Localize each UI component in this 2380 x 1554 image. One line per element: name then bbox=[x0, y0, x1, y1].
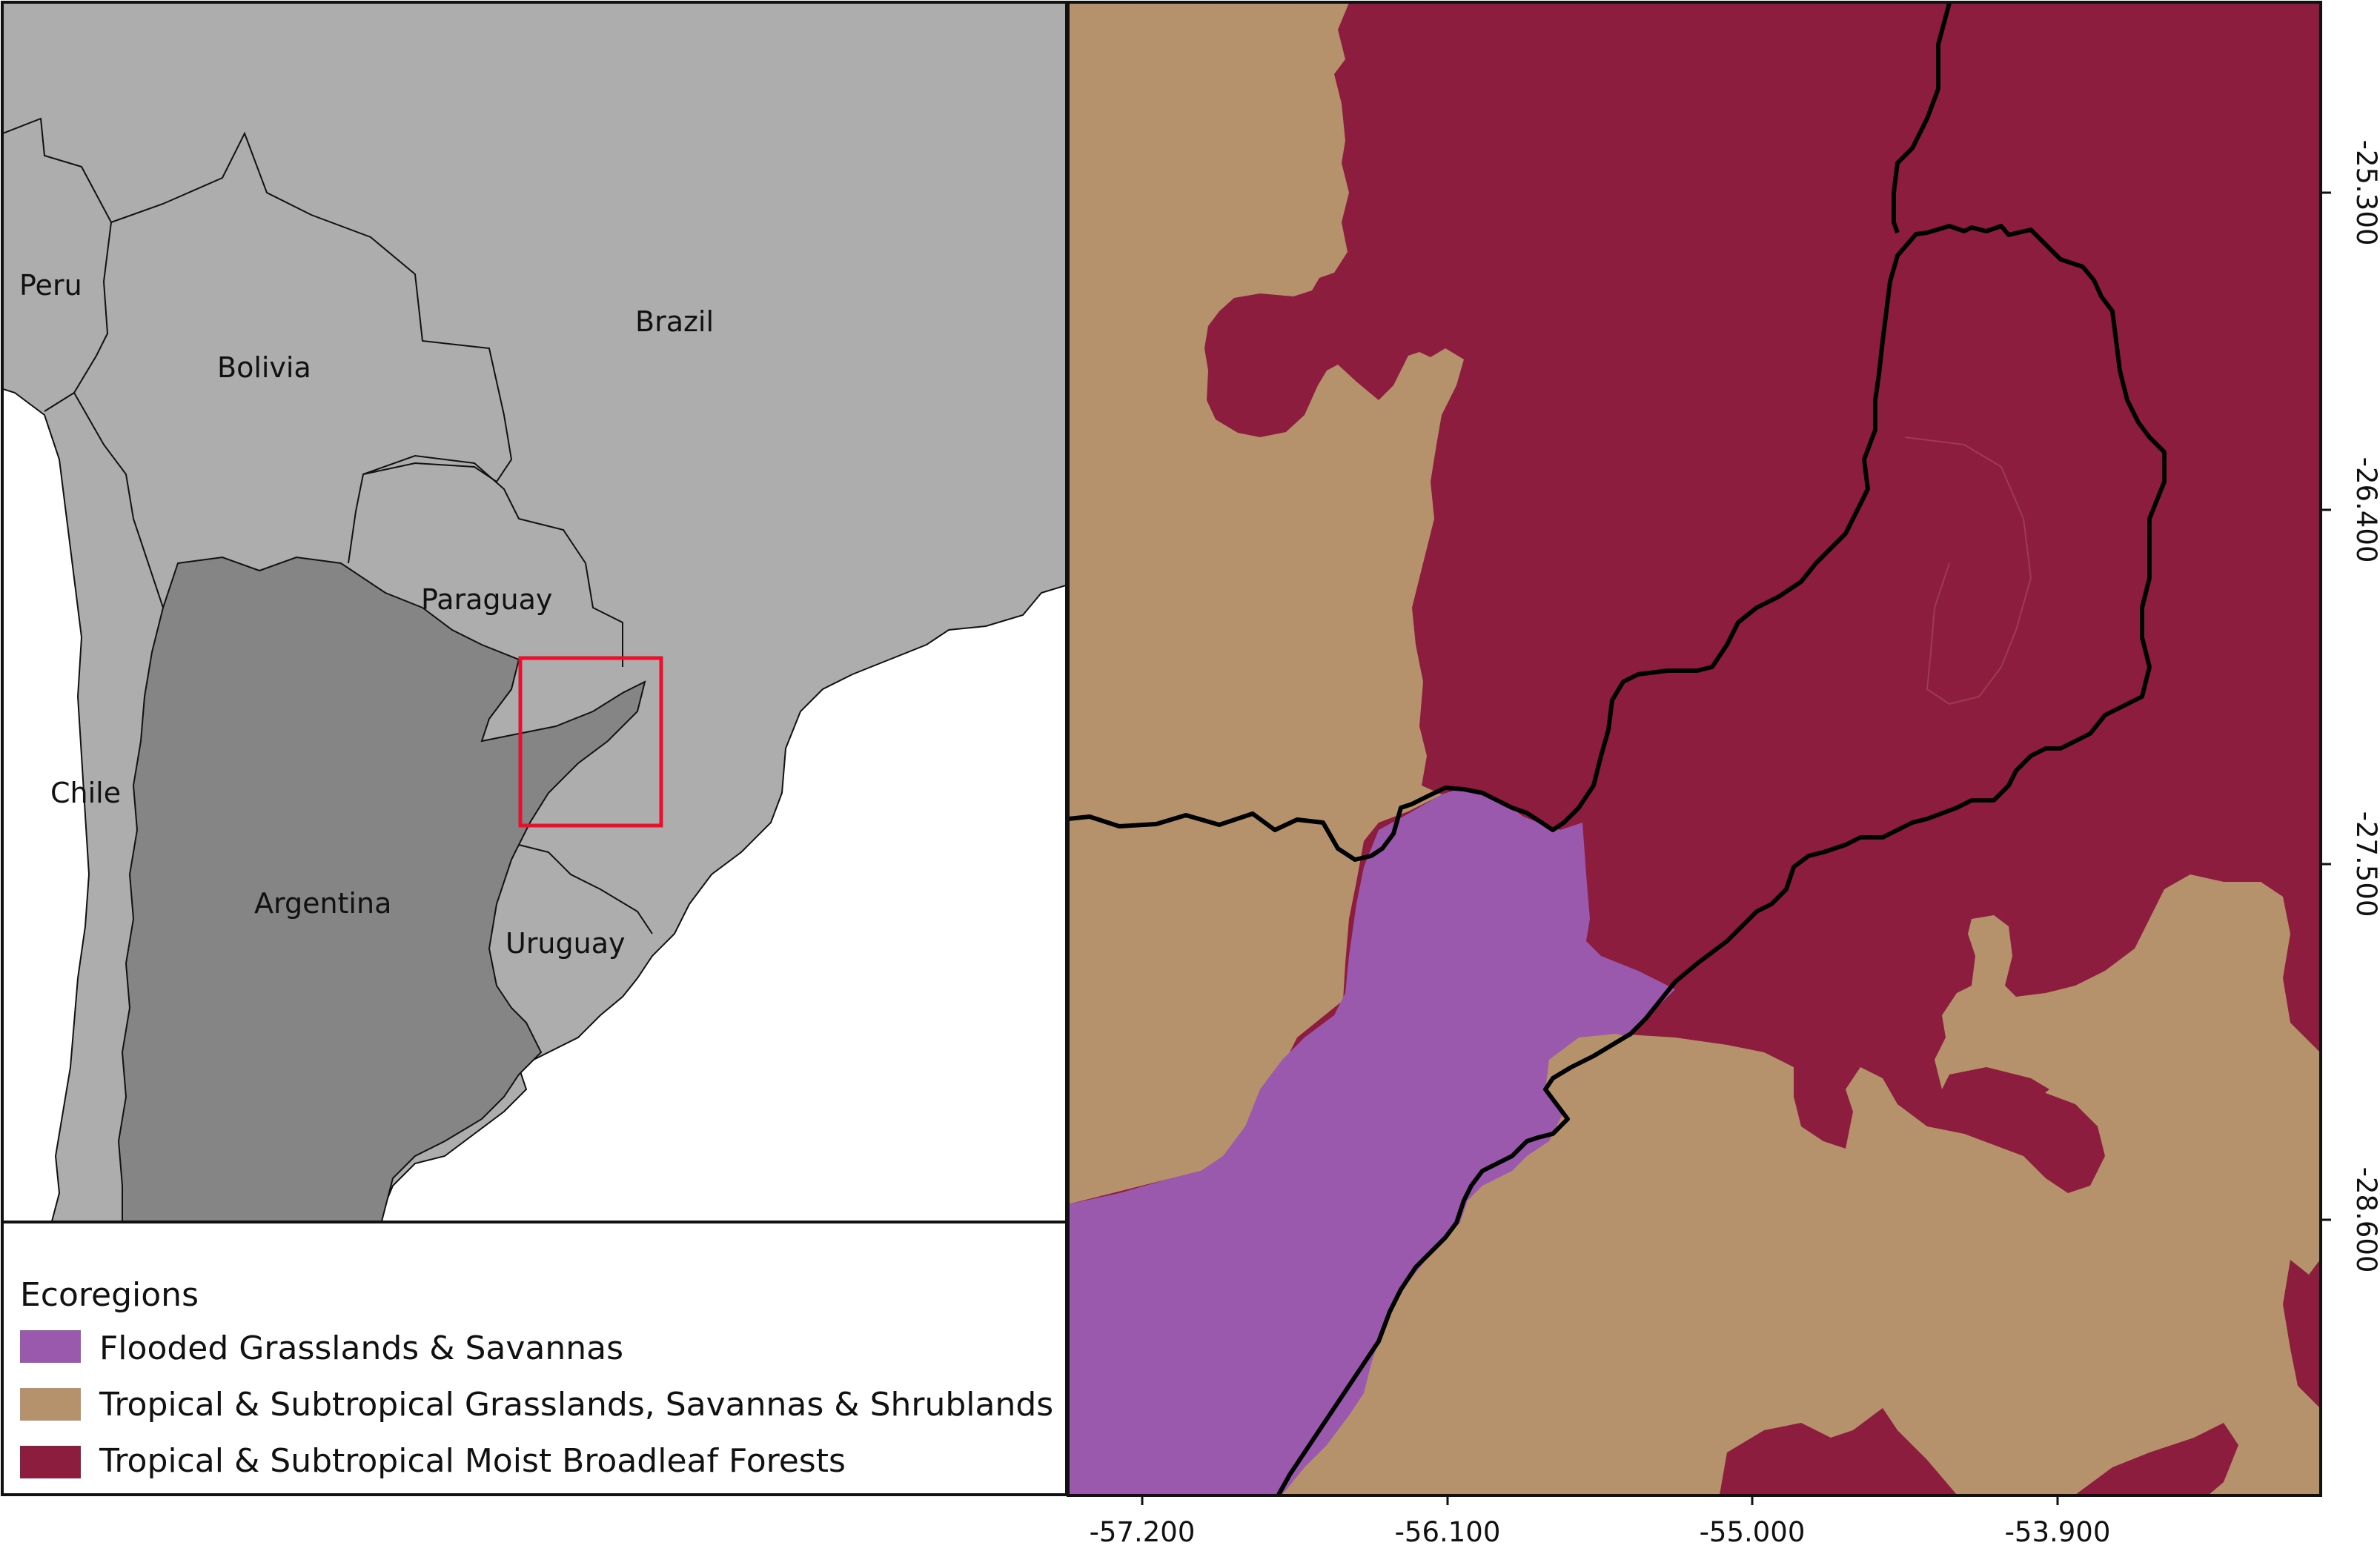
ecoregion-grasslands-south bbox=[1223, 874, 2320, 1495]
border-paraguay-brazil bbox=[1892, 3, 1952, 234]
country-label-brazil: Brazil bbox=[635, 305, 714, 338]
detail-frame bbox=[1067, 1, 2322, 1497]
legend-swatch-flooded bbox=[20, 1330, 81, 1363]
country-label-peru: Peru bbox=[19, 269, 82, 302]
x-tick-label: -57.200 bbox=[1090, 1516, 1196, 1548]
x-tick-label: -55.000 bbox=[1700, 1516, 1806, 1548]
x-axis bbox=[1141, 1495, 2059, 1505]
x-tick-label: -53.900 bbox=[2005, 1516, 2111, 1548]
y-tick-label: -27.500 bbox=[2350, 811, 2380, 917]
legend-title: Ecoregions bbox=[20, 1276, 199, 1314]
country-label-paraguay: Paraguay bbox=[421, 583, 552, 616]
country-label-uruguay: Uruguay bbox=[505, 927, 626, 960]
national-borders bbox=[1068, 3, 2167, 1495]
y-tick-label: -28.600 bbox=[2350, 1167, 2380, 1273]
overview-map: Peru Bolivia Brazil Paraguay Chile Argen… bbox=[3, 3, 1066, 1221]
faint-boundary bbox=[1904, 436, 2032, 705]
y-tick-label: -26.400 bbox=[2350, 457, 2380, 563]
forest-patch-south-3 bbox=[2075, 1423, 2238, 1495]
country-label-chile: Chile bbox=[50, 777, 121, 809]
forest-patch-south-1 bbox=[1942, 1067, 2049, 1112]
y-axis bbox=[2321, 191, 2331, 1221]
ecoregion-flooded-grasslands bbox=[1068, 788, 1675, 1495]
forest-patch-south-2 bbox=[1720, 1408, 1957, 1495]
legend-swatch-forests bbox=[20, 1446, 81, 1478]
legend-label-grasslands: Tropical & Subtropical Grasslands, Savan… bbox=[99, 1386, 1053, 1424]
legend-label-flooded: Flooded Grasslands & Savannas bbox=[99, 1329, 623, 1367]
argentina-shape bbox=[117, 556, 646, 1221]
country-borders bbox=[3, 117, 653, 934]
legend: Ecoregions Flooded Grasslands & Savannas… bbox=[1, 1221, 1068, 1496]
border-argentina-paraguay bbox=[1068, 224, 2167, 1495]
grass-patch-east bbox=[2298, 1119, 2320, 1223]
legend-frame bbox=[1, 1221, 1068, 1496]
legend-swatch-grasslands bbox=[20, 1388, 81, 1421]
x-tick-label: -56.100 bbox=[1395, 1516, 1501, 1548]
ecoregion-grasslands-west bbox=[1068, 3, 1579, 1204]
detail-map bbox=[1068, 3, 2320, 1495]
legend-label-forests: Tropical & Subtropical Moist Broadleaf F… bbox=[99, 1442, 846, 1480]
y-tick-label: -25.300 bbox=[2350, 140, 2380, 246]
country-label-argentina: Argentina bbox=[254, 887, 391, 920]
country-label-bolivia: Bolivia bbox=[217, 351, 311, 384]
study-area-extent-box bbox=[518, 656, 663, 828]
